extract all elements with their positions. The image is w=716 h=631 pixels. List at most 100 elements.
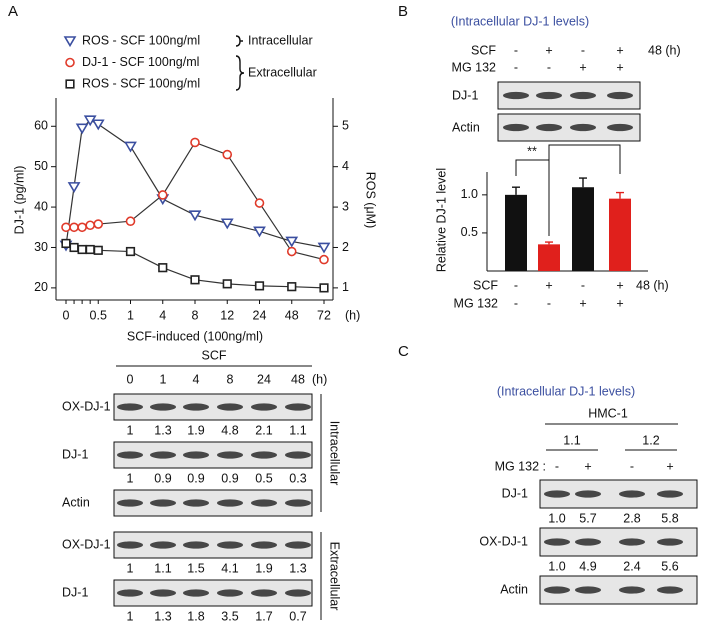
band	[607, 91, 633, 100]
y-tick-label: 50	[34, 159, 48, 173]
marker	[61, 222, 71, 233]
band	[619, 586, 645, 594]
band	[503, 91, 529, 100]
quant-label: 4.9	[579, 559, 596, 573]
band	[117, 403, 143, 411]
marker	[253, 226, 266, 238]
marker	[93, 219, 104, 229]
blot	[113, 441, 313, 469]
x-tick-label: 8	[192, 308, 199, 322]
y-tick-label: 20	[34, 280, 48, 294]
bar	[538, 244, 560, 271]
band	[117, 589, 143, 597]
quant-label: 5.8	[661, 511, 678, 525]
band	[251, 541, 277, 549]
quant-label: 1	[127, 609, 134, 623]
band	[217, 451, 243, 459]
row-label: DJ-1	[62, 447, 88, 461]
band	[217, 589, 243, 597]
quant-label: 1.0	[548, 559, 565, 573]
band	[217, 541, 243, 549]
quant-label: 0.7	[289, 609, 306, 623]
unit-label: (h)	[312, 372, 327, 386]
legend-marker	[65, 79, 75, 89]
quant-label: 2.4	[623, 559, 640, 573]
marker	[285, 236, 299, 248]
band	[183, 589, 209, 597]
marker	[85, 244, 95, 255]
condition-value: -	[547, 296, 551, 310]
band	[503, 123, 529, 132]
condition-value: -	[514, 278, 518, 292]
band	[544, 538, 570, 546]
panel-label: A	[8, 3, 18, 20]
condition-value: +	[616, 43, 623, 57]
band	[575, 490, 601, 498]
y-tick-label: 0.5	[461, 225, 478, 239]
significance-bracket	[548, 144, 621, 226]
band	[150, 403, 176, 411]
marker	[222, 149, 233, 160]
marker	[222, 279, 232, 289]
lane-label: 24	[257, 372, 271, 386]
band	[217, 499, 243, 507]
treatment-label: SCF	[202, 348, 227, 362]
quant-label: 1.3	[289, 561, 306, 575]
condition-value: +	[545, 278, 552, 292]
marker	[287, 282, 297, 292]
condition-value: -	[555, 459, 559, 473]
x-tick-label: 72	[317, 308, 331, 322]
y2-tick-label: 3	[342, 199, 349, 213]
band	[251, 403, 277, 411]
error-bar	[545, 241, 553, 245]
quant-label: 0.5	[255, 471, 272, 485]
y-axis-title: DJ-1 (pg/ml)	[12, 166, 26, 235]
row-label: DJ-1	[502, 486, 528, 500]
unit-label: 48 (h)	[648, 43, 681, 57]
band	[657, 586, 683, 594]
band	[150, 451, 176, 459]
legend-marker	[65, 57, 75, 68]
lane-label: 0	[127, 372, 134, 386]
marker	[77, 244, 87, 255]
band	[544, 490, 570, 498]
condition-value: +	[616, 60, 623, 74]
band	[285, 403, 311, 411]
band	[251, 451, 277, 459]
condition-value: -	[514, 296, 518, 310]
marker	[190, 275, 200, 285]
marker	[77, 222, 87, 233]
band	[570, 91, 596, 100]
quant-label: 1.1	[289, 423, 306, 437]
lane-label: 1	[160, 372, 167, 386]
bracket	[235, 35, 243, 47]
quant-label: 1.0	[548, 511, 565, 525]
band	[150, 499, 176, 507]
x-tick-label: 12	[220, 308, 234, 322]
quant-label: 1.9	[255, 561, 272, 575]
bracket	[235, 55, 245, 91]
band	[575, 538, 601, 546]
group-label: Extracellular	[328, 542, 342, 611]
marker	[319, 283, 329, 293]
quant-label: 1.3	[154, 609, 171, 623]
quant-label: 4.1	[221, 561, 238, 575]
legend-label: ROS - SCF 100ng/ml	[82, 76, 200, 90]
band	[183, 541, 209, 549]
marker	[69, 222, 79, 233]
band	[285, 451, 311, 459]
band	[183, 403, 209, 411]
row-label: OX-DJ-1	[62, 399, 111, 413]
quant-label: 4.8	[221, 423, 238, 437]
error-bar	[512, 186, 520, 195]
y2-axis-title: ROS (μM)	[364, 172, 378, 229]
marker	[125, 246, 136, 257]
marker	[93, 245, 103, 255]
clone-label: 1.2	[642, 433, 659, 447]
condition-value: -	[630, 459, 634, 473]
marker	[124, 141, 137, 153]
quant-label: 1	[127, 561, 134, 575]
marker	[61, 238, 71, 249]
quant-label: 1	[127, 423, 134, 437]
quant-label: 0.9	[187, 471, 204, 485]
